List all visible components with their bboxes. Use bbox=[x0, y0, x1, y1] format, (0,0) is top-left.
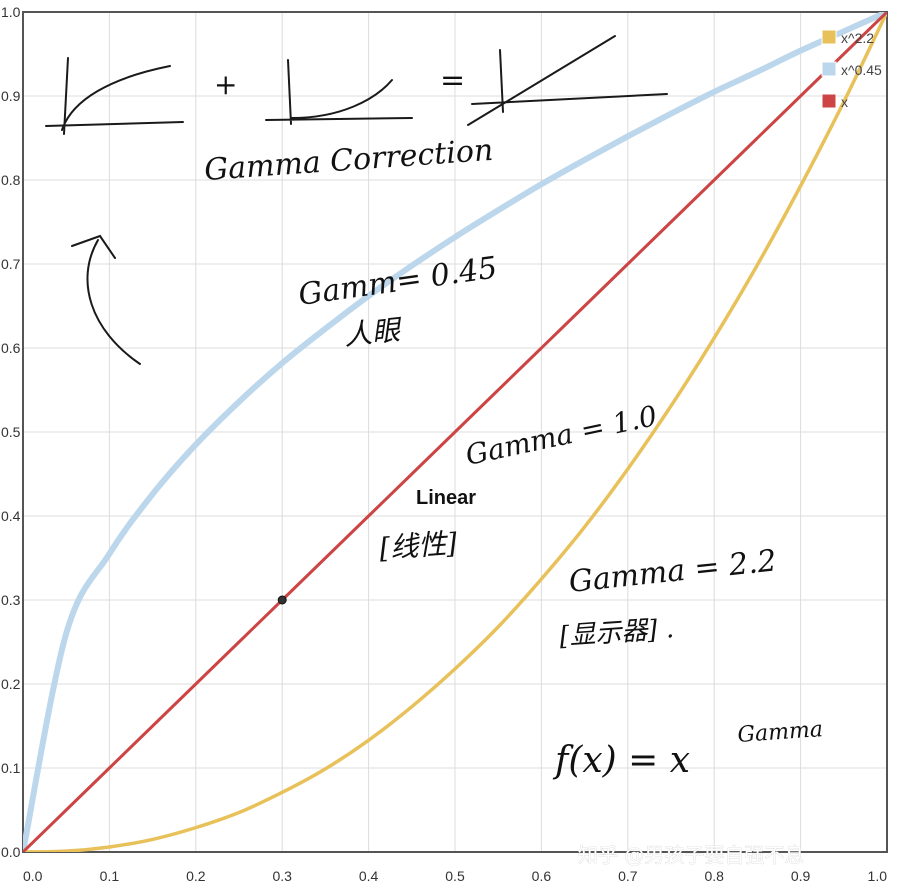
highlight-point bbox=[277, 595, 287, 605]
legend: x^2.2 x^0.45 x bbox=[821, 29, 882, 110]
plus-sign: + bbox=[214, 68, 237, 101]
y-tick-label: 0.3 bbox=[1, 592, 21, 608]
series-line-1 bbox=[23, 12, 887, 852]
equals-sign: = bbox=[440, 63, 465, 98]
x-tick-label: 0.2 bbox=[186, 868, 206, 884]
y-tick-label: 0.4 bbox=[1, 508, 21, 524]
series-line-0 bbox=[23, 12, 887, 852]
legend-swatch bbox=[821, 29, 837, 45]
x-tick-label: 1.0 bbox=[868, 868, 888, 884]
y-tick-label: 0.5 bbox=[1, 424, 21, 440]
watermark: 知乎 @男孩子要自强不息 bbox=[578, 843, 804, 867]
legend-label: x^2.2 bbox=[841, 30, 874, 46]
x-tick-label: 0.3 bbox=[272, 868, 292, 884]
sketch-curve-2 bbox=[291, 79, 393, 119]
y-axis-ticks: 0.0 0.1 0.2 0.3 0.4 0.5 0.6 0.7 0.8 0.9 1.0 bbox=[1, 4, 21, 860]
series-lines bbox=[23, 12, 887, 852]
linear-label: Linear bbox=[416, 487, 476, 509]
highlight-dot bbox=[277, 595, 287, 605]
formula-exponent: Gamma bbox=[737, 717, 824, 748]
plot-frame bbox=[22, 11, 888, 853]
x-tick-label: 0.6 bbox=[532, 868, 552, 884]
x-tick-label: 0.7 bbox=[618, 868, 638, 884]
legend-label: x^0.45 bbox=[841, 62, 882, 78]
formula-base: f(x) = x bbox=[552, 740, 690, 781]
y-tick-label: 0.7 bbox=[1, 256, 21, 272]
gamma-045-subnote: 人眼 bbox=[342, 313, 404, 352]
y-tick-label: 1.0 bbox=[1, 4, 21, 20]
y-tick-label: 0.0 bbox=[1, 844, 21, 860]
x-tick-label: 0.5 bbox=[445, 868, 465, 884]
x-axis-ticks: 0.0 0.1 0.2 0.3 0.4 0.5 0.6 0.7 0.8 0.9 1.0 bbox=[23, 868, 887, 884]
x-tick-label: 0.8 bbox=[704, 868, 724, 884]
y-tick-label: 0.2 bbox=[1, 676, 21, 692]
gamma-sketch bbox=[45, 35, 668, 365]
series-line-2 bbox=[23, 12, 887, 852]
sketch-arrow bbox=[71, 234, 141, 365]
sketch-curve-3 bbox=[467, 35, 616, 126]
linear-subnote: [线性] bbox=[378, 527, 458, 565]
y-tick-label: 0.8 bbox=[1, 172, 21, 188]
legend-label: x bbox=[841, 94, 848, 110]
legend-swatch bbox=[821, 93, 837, 109]
sketch-curve-2-axes bbox=[265, 59, 413, 125]
sketch-curve-1 bbox=[61, 65, 171, 131]
y-tick-label: 0.1 bbox=[1, 760, 21, 776]
y-tick-label: 0.6 bbox=[1, 340, 21, 356]
x-tick-label: 0.0 bbox=[23, 868, 43, 884]
x-tick-label: 0.1 bbox=[100, 868, 120, 884]
x-tick-label: 0.4 bbox=[359, 868, 379, 884]
legend-swatch bbox=[821, 61, 837, 77]
x-tick-label: 0.9 bbox=[791, 868, 811, 884]
y-tick-label: 0.9 bbox=[1, 88, 21, 104]
